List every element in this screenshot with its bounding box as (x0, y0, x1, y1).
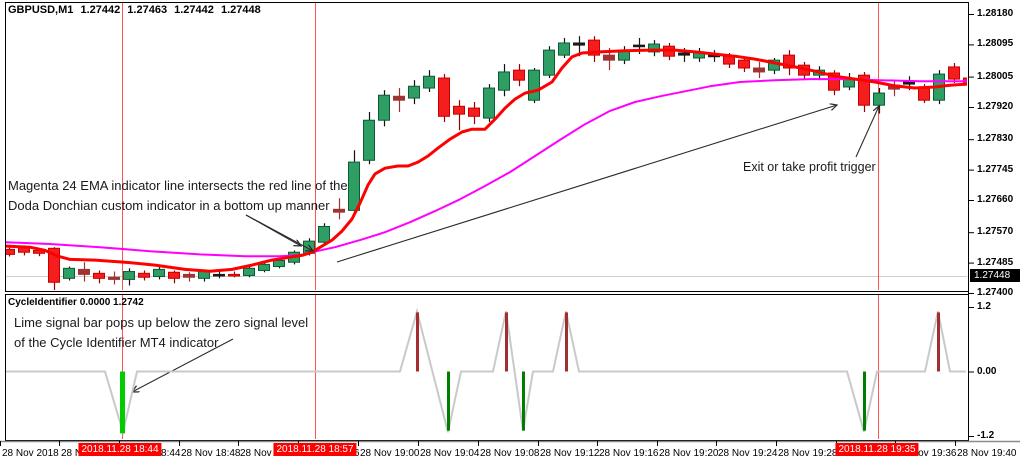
time-axis-label: 28 Nov 19:40 (957, 448, 1017, 459)
time-axis-label: 28 Nov 2018 (2, 448, 59, 459)
price-axis-label: 1.27660 (977, 194, 1014, 205)
overlay-line-doda-donchian (6, 48, 967, 273)
price-axis-label: 1.27830 (977, 133, 1014, 145)
vline-time-badge-1844[interactable]: 2018.11.28 18:44 (78, 443, 162, 456)
ohlc-close: 1.27448 (220, 4, 261, 16)
vline-time-badge-1857[interactable]: 2018.11.28 18:57 (273, 443, 357, 456)
annotation-exit-trigger[interactable]: Exit or take profit trigger (743, 160, 876, 174)
price-axis-label: 1.27745 (977, 163, 1014, 175)
time-axis-label: 28 Nov 19:00 (360, 448, 420, 459)
price-axis-label: 1.27400 (977, 287, 1014, 298)
indicator-axis-label: 1.2 (977, 301, 991, 312)
annotation-arrow-5 (132, 338, 234, 392)
annotation-arrow-3 (336, 105, 837, 263)
time-axis-label: 28 Nov 19:28 (778, 448, 838, 459)
ohlc-high: 1.27463 (127, 4, 168, 16)
time-axis-label: 28 Nov 19:24 (718, 448, 778, 459)
annotation-ema-cross-line2: Doda Donchian custom indicator in a bott… (8, 198, 330, 213)
time-axis-label: 28 Nov 19:36 (897, 448, 957, 459)
annotation-ema-cross-line1: Magenta 24 EMA indicator line intersects… (8, 178, 348, 193)
annotation-arrow-4 (855, 106, 879, 158)
ohlc-open: 1.27442 (80, 4, 121, 16)
time-axis-label: 28 Nov 18:48 (181, 448, 241, 459)
ohlc-low: 1.27442 (174, 4, 214, 16)
annotation-lime-signal-line2: of the Cycle Identifier MT4 indicator (14, 335, 219, 350)
price-axis-label: 1.28095 (977, 38, 1014, 50)
annotation-lime-signal[interactable]: Lime signal bar pops up below the zero s… (14, 313, 308, 353)
price-axis-label: 1.27570 (977, 226, 1014, 238)
price-panel-border (5, 2, 969, 292)
vline-time-badge-1935[interactable]: 2018.11.28 19:35 (835, 443, 919, 456)
indicator-panel[interactable] (6, 295, 966, 439)
indicator-readout: CycleIdentifier 0.0000 1.2742 (8, 297, 144, 308)
time-axis-label: 28 Nov 19:16 (599, 448, 659, 459)
annotation-lime-signal-line1: Lime signal bar pops up below the zero s… (14, 315, 309, 330)
annotation-arrow-2 (245, 214, 313, 251)
price-panel[interactable] (4, 3, 975, 292)
time-axis-label: 28 Nov 19:08 (480, 448, 540, 459)
cycleidentifier-zigzag-line (6, 307, 966, 437)
price-axis-label: 1.27485 (977, 256, 1014, 268)
price-axis-label: 1.28005 (977, 70, 1014, 82)
overlay-line-ema-24 (6, 78, 967, 258)
symbol-ohlc-readout: GBPUSD,M1 1.27442 1.27463 1.27442 1.2744… (8, 4, 265, 16)
current-price-badge: 1.27448 (970, 268, 1020, 282)
indicator-axis-label: 0.00 (977, 365, 997, 377)
time-axis-label: 28 Nov 19:12 (540, 448, 600, 459)
annotation-ema-cross[interactable]: Magenta 24 EMA indicator line intersects… (8, 176, 348, 216)
price-axis-label: 1.27920 (977, 101, 1014, 112)
indicator-axis-label: -1.2 (977, 430, 995, 441)
time-axis-label: 28 Nov 19:04 (420, 448, 480, 459)
time-axis-label: 28 Nov 19:20 (659, 448, 719, 459)
symbol-timeframe: GBPUSD,M1 (8, 4, 74, 16)
time-axis-label: 28 Nov 18:52 (240, 448, 300, 459)
price-axis-label: 1.28180 (977, 8, 1014, 19)
